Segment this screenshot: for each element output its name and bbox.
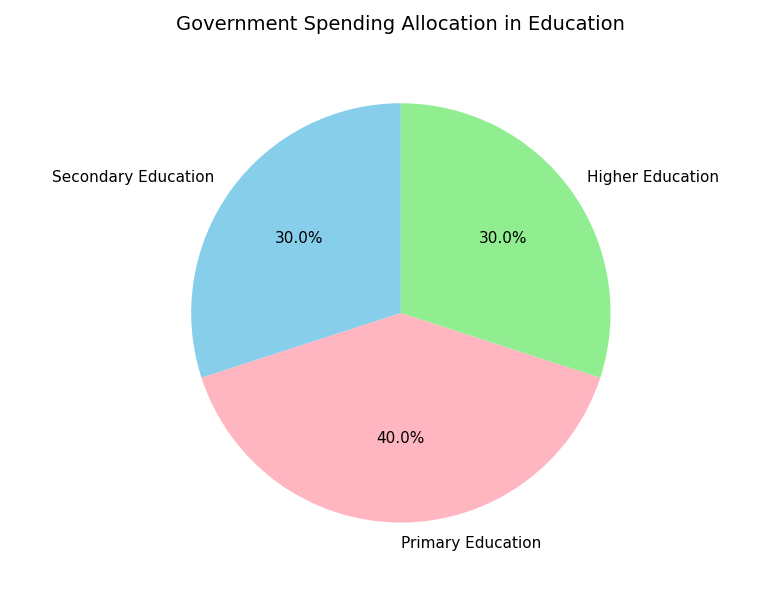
Text: Secondary Education: Secondary Education: [52, 170, 214, 185]
Text: 30.0%: 30.0%: [478, 231, 526, 247]
Text: Higher Education: Higher Education: [587, 170, 719, 185]
Text: Primary Education: Primary Education: [401, 536, 541, 551]
Text: 40.0%: 40.0%: [377, 431, 425, 446]
Wedge shape: [191, 103, 401, 378]
Wedge shape: [201, 313, 601, 523]
Title: Government Spending Allocation in Education: Government Spending Allocation in Educat…: [176, 15, 626, 34]
Text: 30.0%: 30.0%: [275, 231, 324, 247]
Wedge shape: [401, 103, 611, 378]
